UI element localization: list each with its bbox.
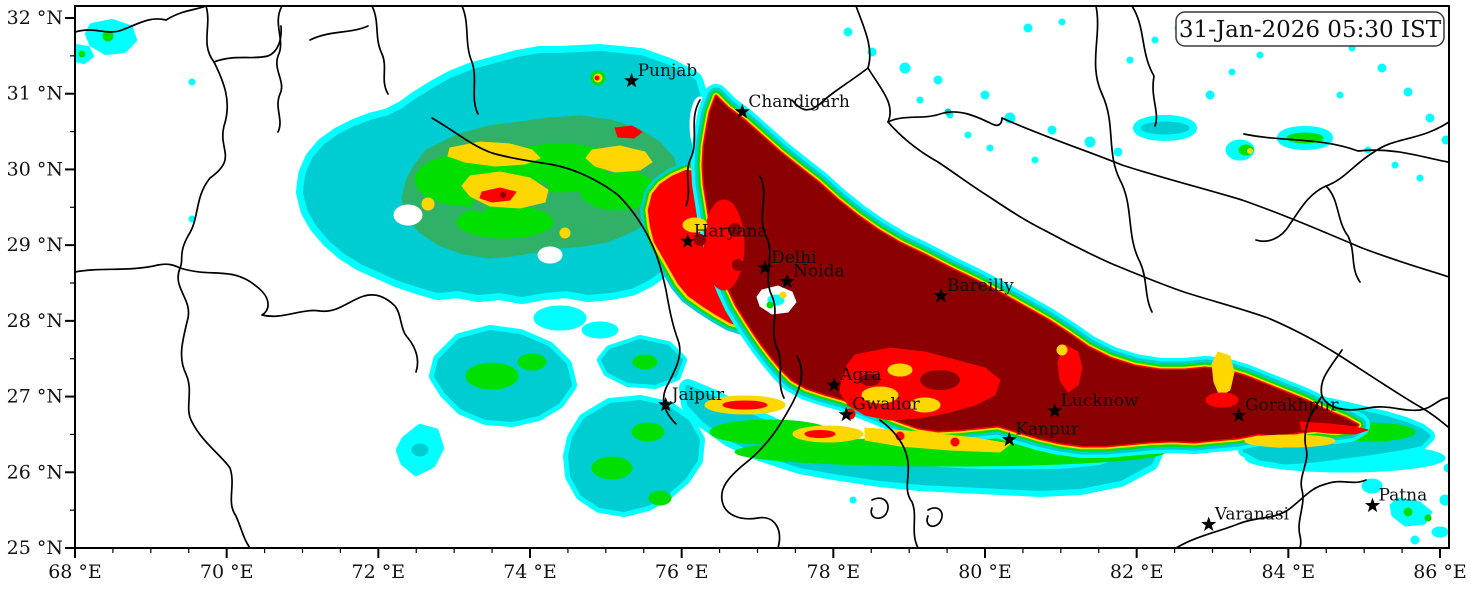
city-label-noida: Noida — [793, 261, 845, 281]
y-axis: 25 °N 26 °N 27 °N 28 °N 29 °N 30 °N 31 °N 32 °N — [7, 7, 75, 559]
x-tick-label: 68 °E — [48, 561, 102, 583]
city-marker-gwalior — [838, 406, 854, 422]
city-label-varanasi: Varanasi — [1214, 505, 1290, 525]
timestamp-text: 31-Jan-2026 05:30 IST — [1179, 17, 1442, 43]
city-marker-varanasi — [1201, 516, 1217, 531]
x-tick-label: 74 °E — [503, 561, 557, 583]
city-label-delhi: Delhi — [771, 248, 817, 268]
map-frame — [74, 5, 1450, 549]
city-label-kanpur: Kanpur — [1015, 420, 1080, 440]
city-marker-gorakhpur — [1231, 407, 1247, 422]
city-label-gorakhpur: Gorakhpur — [1245, 396, 1339, 416]
state-boundaries — [75, 6, 1449, 548]
patna-specks — [1361, 463, 1449, 545]
y-tick-label: 28 °N — [7, 310, 63, 332]
city-label-haryana: Haryana — [694, 221, 768, 241]
timestamp-badge: 31-Jan-2026 05:30 IST — [1175, 11, 1445, 47]
city-label-lucknow: Lucknow — [1061, 391, 1139, 411]
city-marker-agra — [826, 377, 842, 392]
x-tick-label: 72 °E — [352, 561, 406, 583]
city-label-bareilly: Bareilly — [947, 276, 1014, 296]
city-label-gwalior: Gwalior — [852, 395, 920, 415]
x-axis: 68 °E 70 °E 72 °E 74 °E 76 °E 78 °E 80 °E 82 °E… — [48, 548, 1467, 583]
y-tick-label: 31 °N — [7, 83, 63, 105]
city-label-punjab: Punjab — [638, 61, 698, 81]
city-marker-bareilly — [933, 287, 949, 303]
timestamp-box — [1175, 11, 1445, 47]
city-label-agra: Agra — [839, 365, 881, 385]
x-tick-label: 86 °E — [1413, 561, 1467, 583]
y-tick-label: 30 °N — [7, 158, 63, 180]
city-marker-lucknow — [1047, 403, 1063, 418]
y-tick-label: 29 °N — [7, 234, 63, 256]
y-tick-label: 26 °N — [7, 461, 63, 483]
x-tick-label: 84 °E — [1262, 561, 1316, 583]
y-tick-label: 25 °N — [7, 537, 63, 559]
city-marker-delhi — [757, 259, 773, 275]
x-tick-label: 78 °E — [807, 561, 861, 583]
city-marker-kanpur — [1001, 431, 1017, 447]
city-label-chandigarh: Chandigarh — [748, 92, 850, 112]
city-marker-punjab — [624, 72, 640, 88]
city-marker-jaipur — [658, 396, 674, 412]
city-marker-patna — [1364, 497, 1381, 513]
contour-layer — [75, 18, 1449, 545]
city-marker-noida — [779, 273, 795, 288]
x-tick-label: 70 °E — [200, 561, 254, 583]
y-tick-label: 27 °N — [7, 386, 63, 408]
y-tick-label: 32 °N — [7, 7, 63, 29]
x-tick-label: 80 °E — [958, 561, 1012, 583]
city-label-jaipur: Jaipur — [670, 385, 725, 405]
city-marker-haryana — [680, 233, 696, 248]
x-tick-label: 76 °E — [655, 561, 709, 583]
city-marker-chandigarh — [734, 103, 750, 119]
city-label-patna: Patna — [1379, 486, 1428, 506]
x-tick-label: 82 °E — [1110, 561, 1164, 583]
